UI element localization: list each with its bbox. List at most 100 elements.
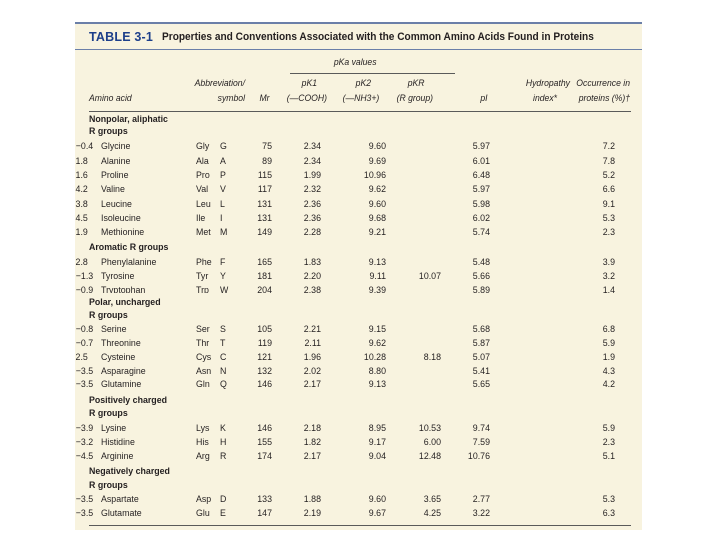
cell-pk2: 9.60 — [368, 199, 386, 210]
cell-mr: 117 — [257, 184, 272, 195]
group-title: Positively charged — [89, 395, 167, 406]
cell-abbr: Ser — [196, 324, 210, 335]
cell-occ: 6.3 — [602, 508, 615, 519]
cell-pk1: 2.32 — [303, 184, 321, 195]
cell-one: G — [220, 141, 227, 152]
cell-pk2: 9.62 — [368, 184, 386, 195]
cell-pi: 5.98 — [472, 199, 490, 210]
cell-mr: 115 — [257, 170, 272, 181]
cell-occ: 9.1 — [602, 199, 615, 210]
cell-hydro: −4.5 — [75, 451, 94, 462]
header-hydropathy-index: index* — [533, 92, 557, 103]
cell-hydro: −3.5 — [75, 366, 94, 377]
cell-pi: 5.48 — [472, 257, 490, 268]
group-title: Polar, uncharged — [89, 297, 161, 308]
cell-pi: 2.77 — [472, 494, 490, 505]
cell-pi: 5.97 — [472, 141, 490, 152]
header-pk1: pK1 — [301, 77, 318, 88]
header-abbreviation: Abbreviation/ — [194, 77, 245, 88]
header-pi: pI — [480, 92, 488, 103]
cell-pi: 10.76 — [467, 451, 490, 462]
cell-occ: 2.3 — [602, 227, 615, 238]
cell-pk1: 2.17 — [303, 379, 321, 390]
cell-pkr: 10.53 — [418, 423, 441, 434]
cell-pi: 5.87 — [472, 338, 490, 349]
cell-name: Methionine — [101, 227, 145, 238]
cell-pk2: 9.13 — [368, 379, 386, 390]
cell-one: C — [220, 352, 227, 363]
cell-pk2: 9.17 — [368, 437, 386, 448]
cell-occ: 1.9 — [602, 352, 615, 363]
cell-pk1: 2.36 — [303, 199, 321, 210]
cell-mr: 105 — [257, 324, 272, 335]
header-pkr: pKR — [407, 77, 425, 88]
cell-pk1: 1.99 — [303, 170, 321, 181]
cell-one: N — [220, 366, 227, 377]
cell-one: K — [220, 423, 226, 434]
header-mr: Mr — [259, 92, 270, 103]
cell-pi: 3.22 — [472, 508, 490, 519]
cell-pkr: 8.18 — [423, 352, 441, 363]
cell-pi: 5.97 — [472, 184, 490, 195]
cell-pk2: 9.39 — [368, 285, 386, 293]
cell-pi: 6.48 — [472, 170, 490, 181]
cell-pi: 6.01 — [472, 156, 490, 167]
cell-mr: 174 — [257, 451, 272, 462]
cell-abbr: Asp — [196, 494, 212, 505]
cell-one: P — [220, 170, 226, 181]
cell-occ: 5.3 — [602, 494, 615, 505]
cell-abbr: Cys — [196, 352, 212, 363]
table-title: Properties and Conventions Associated wi… — [162, 31, 594, 43]
cell-pk2: 10.28 — [363, 352, 386, 363]
cell-pk2: 9.68 — [368, 213, 386, 224]
cell-occ: 6.8 — [602, 324, 615, 335]
cell-abbr: Trp — [196, 285, 209, 293]
cell-one: V — [220, 184, 226, 195]
cell-pk1: 1.82 — [303, 437, 321, 448]
cell-abbr: Thr — [196, 338, 210, 349]
cell-name: Leucine — [101, 199, 132, 210]
cell-pk2: 9.60 — [368, 494, 386, 505]
cell-name: Alanine — [101, 156, 131, 167]
cell-pk2: 8.95 — [368, 423, 386, 434]
pka-values-header: pKa values — [333, 56, 377, 67]
cell-pk2: 9.21 — [368, 227, 386, 238]
table-bottom-rule — [89, 525, 631, 526]
cell-pi: 6.02 — [472, 213, 490, 224]
cell-abbr: Ile — [196, 213, 206, 224]
cell-mr: 121 — [257, 352, 272, 363]
amino-acid-table: TABLE 3-1 Properties and Conventions Ass… — [75, 22, 642, 530]
cell-abbr: Glu — [196, 508, 210, 519]
cell-name: Cysteine — [101, 352, 136, 363]
cell-mr: 131 — [257, 199, 272, 210]
cell-hydro: −3.5 — [75, 508, 94, 519]
cell-mr: 75 — [262, 141, 272, 152]
cell-pk2: 9.04 — [368, 451, 386, 462]
cell-name: Asparagine — [101, 366, 146, 377]
cell-hydro: −0.4 — [75, 141, 94, 152]
table-caption: TABLE 3-1 Properties and Conventions Ass… — [75, 22, 642, 50]
cell-name: Lysine — [101, 423, 127, 434]
cell-pk1: 2.17 — [303, 451, 321, 462]
cell-hydro: −0.8 — [75, 324, 94, 335]
cell-occ: 5.3 — [602, 213, 615, 224]
cell-one: H — [220, 437, 227, 448]
group-title: R groups — [89, 126, 128, 137]
cell-occ: 5.9 — [602, 338, 615, 349]
cell-one: M — [220, 227, 228, 238]
cell-pk2: 9.62 — [368, 338, 386, 349]
cell-hydro: 1.9 — [75, 227, 88, 238]
cell-one: Y — [220, 271, 226, 282]
cell-one: T — [220, 338, 226, 349]
cell-one: W — [220, 285, 229, 293]
cell-name: Serine — [101, 324, 127, 335]
header-pk2-group: (—NH3+) — [342, 92, 380, 103]
cell-pk1: 2.34 — [303, 141, 321, 152]
cell-occ: 5.9 — [602, 423, 615, 434]
group-title: R groups — [89, 310, 128, 321]
cell-pk2: 9.11 — [369, 271, 386, 282]
cell-hydro: −3.9 — [75, 423, 94, 434]
cell-mr: 149 — [257, 227, 272, 238]
cell-mr: 131 — [257, 213, 272, 224]
cell-pi: 5.65 — [472, 379, 490, 390]
